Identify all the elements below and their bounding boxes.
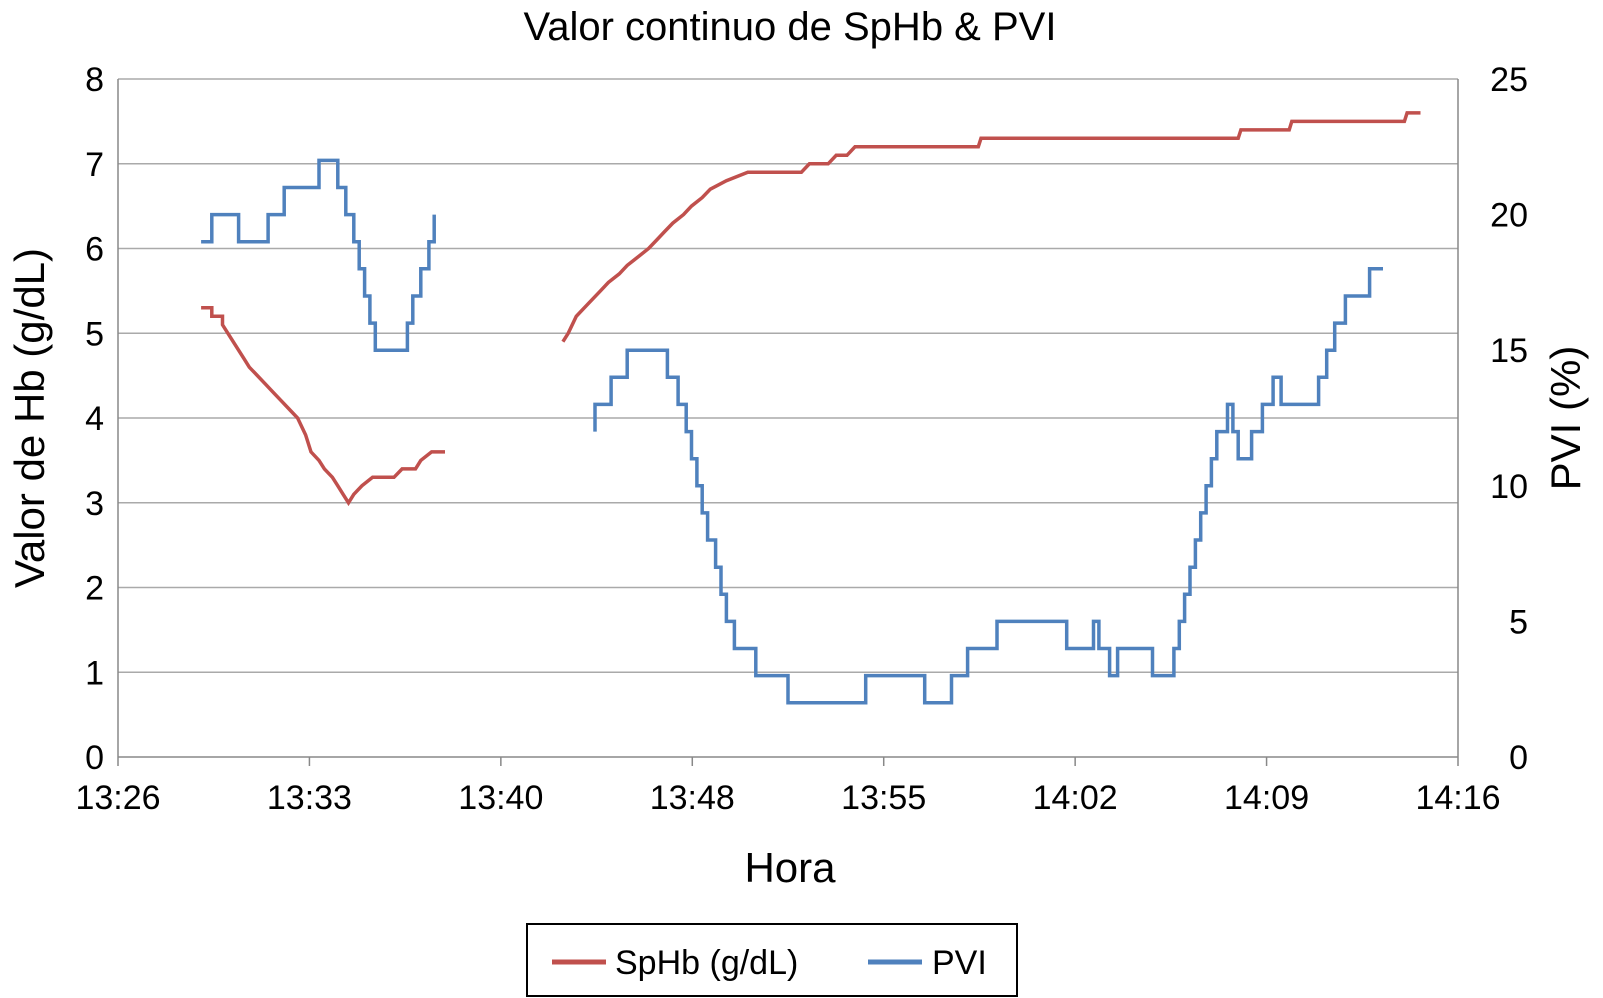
- x-tick-label: 13:48: [650, 779, 735, 817]
- gridlines: [118, 78, 1458, 673]
- right-y-tick-label: 5: [1509, 603, 1528, 641]
- x-tick-label: 13:33: [267, 779, 352, 817]
- right-y-tick-labels: 0 5 10 15 20 25: [1490, 61, 1528, 777]
- x-tick-label: 14:09: [1224, 779, 1309, 817]
- left-y-tick-label: 1: [85, 654, 104, 692]
- x-tick-labels: 13:26 13:33 13:40 13:48 13:55 14:02 14:09 14:16: [75, 779, 1500, 817]
- left-y-tick-label: 2: [85, 570, 104, 608]
- right-y-tick-label: 10: [1490, 468, 1528, 506]
- pvi-series-line: [201, 158, 436, 352]
- legend-label-sphb: SpHb (g/dL): [615, 944, 798, 982]
- x-tick-label: 14:16: [1415, 779, 1500, 817]
- sphb-series-line: [201, 306, 445, 507]
- x-tick-label: 14:02: [1033, 779, 1118, 817]
- chart-title: Valor continuo de SpHb & PVI: [524, 5, 1057, 49]
- left-y-tick-label: 0: [85, 739, 104, 777]
- sphb-series-line: [561, 111, 1421, 343]
- left-y-tick-label: 6: [85, 231, 104, 269]
- left-y-tick-label: 7: [85, 146, 104, 184]
- legend: SpHb (g/dL) PVI: [526, 923, 1018, 997]
- left-y-tick-label: 3: [85, 485, 104, 523]
- series-layer: [201, 111, 1421, 705]
- x-axis-title: Hora: [744, 844, 836, 891]
- x-tick-label: 13:40: [458, 779, 543, 817]
- left-y-tick-labels: 0 1 2 3 4 5 6 7 8: [85, 61, 104, 777]
- x-tick-label: 13:26: [75, 779, 160, 817]
- right-y-tick-label: 25: [1490, 61, 1528, 99]
- right-y-tick-label: 15: [1490, 332, 1528, 370]
- x-tick-label: 13:55: [841, 779, 926, 817]
- legend-box: [526, 923, 1018, 997]
- legend-label-pvi: PVI: [932, 944, 987, 982]
- right-y-tick-label: 0: [1509, 739, 1528, 777]
- left-y-tick-label: 4: [85, 400, 104, 438]
- pvi-series-line: [593, 267, 1383, 705]
- right-y-axis-title: PVI (%): [1542, 346, 1589, 491]
- right-y-tick-label: 20: [1490, 197, 1528, 235]
- left-y-axis-title: Valor de Hb (g/dL): [6, 248, 53, 588]
- axes: [117, 79, 1459, 766]
- left-y-tick-label: 8: [85, 61, 104, 99]
- left-y-tick-label: 5: [85, 315, 104, 353]
